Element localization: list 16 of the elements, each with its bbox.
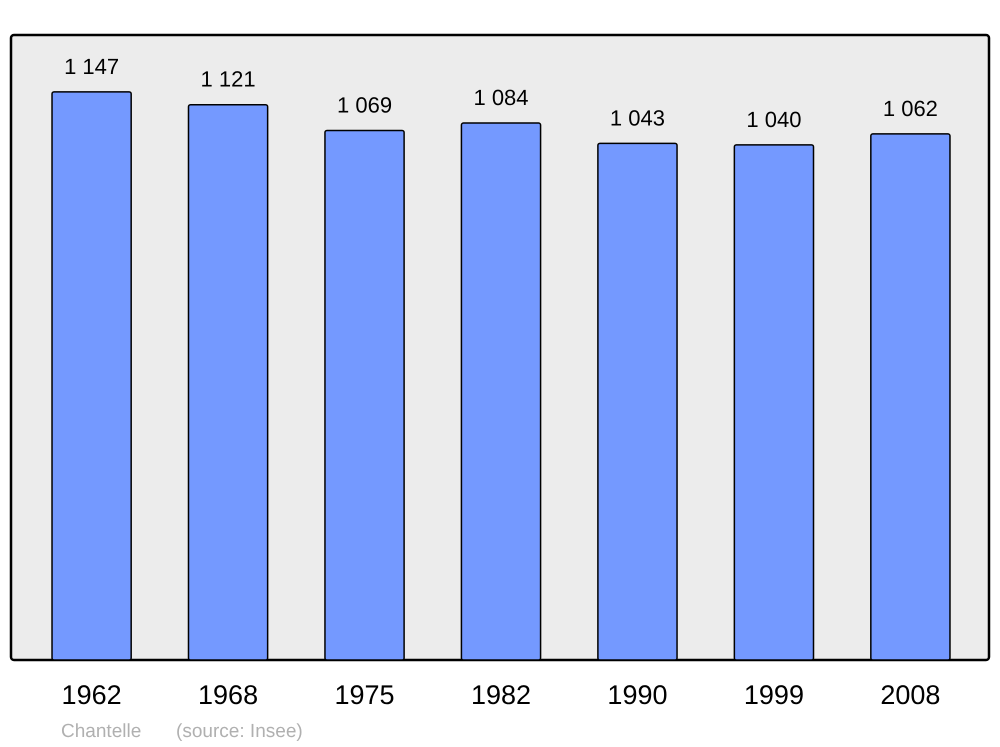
x-tick-label: 1968 xyxy=(198,680,258,710)
data-label: 1 147 xyxy=(64,54,120,79)
x-tick-label: 2008 xyxy=(880,680,940,710)
x-tick-label: 1975 xyxy=(334,680,395,710)
text: (source: Insee) xyxy=(176,721,303,742)
text: Chantelle xyxy=(61,721,142,742)
data-label: 1 121 xyxy=(200,66,256,92)
data-label: 1 043 xyxy=(610,105,665,130)
x-tick-label: 1962 xyxy=(62,680,122,710)
data-label: 1 040 xyxy=(746,106,802,132)
x-tick-label: 1982 xyxy=(470,680,532,710)
data-label: 1 084 xyxy=(473,85,529,110)
data-label: 1 062 xyxy=(882,96,938,121)
x-tick-label: 1999 xyxy=(744,680,804,710)
data-label: 1 069 xyxy=(337,92,392,118)
x-tick-label: 1990 xyxy=(607,680,668,710)
